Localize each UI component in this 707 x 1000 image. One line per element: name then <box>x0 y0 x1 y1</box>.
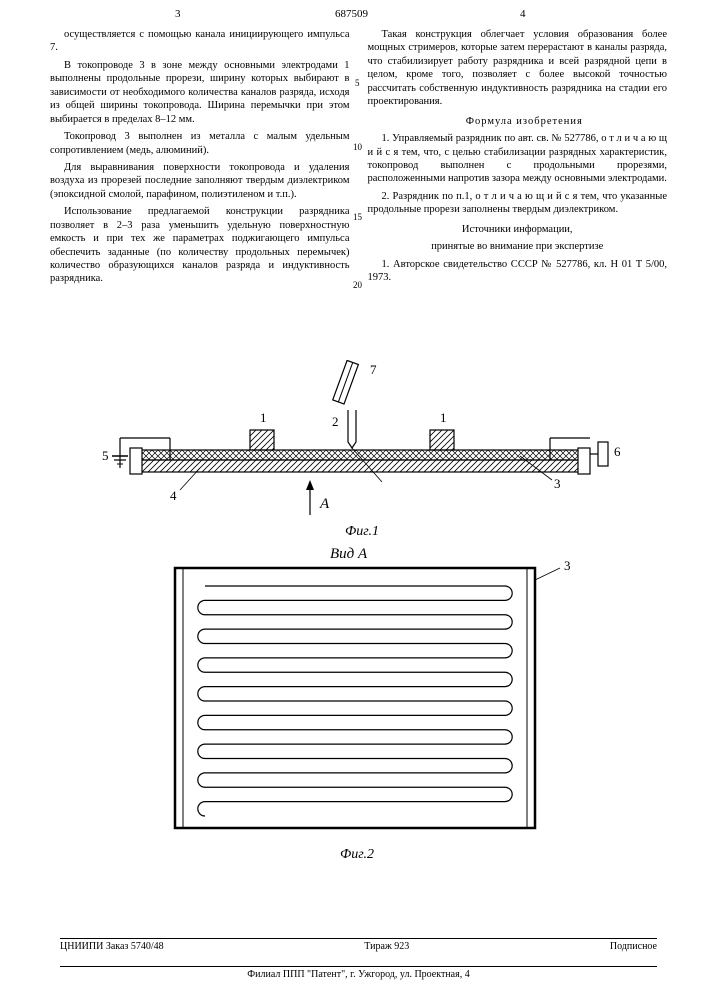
footer-sub: Подписное <box>610 941 657 952</box>
ref-6: 6 <box>614 444 621 459</box>
reference: 1. Авторское свидетельство СССР № 527786… <box>368 258 668 285</box>
paragraph: Токопровод 3 выполнен из металла с малым… <box>50 130 350 157</box>
ref-7: 7 <box>370 362 377 377</box>
text-body: осуществляется с помощью канала иницииру… <box>50 28 667 290</box>
paragraph: Для выравнивания поверхности токопровода… <box>50 161 350 201</box>
claims-heading: Формула изобретения <box>368 115 668 128</box>
claim: 2. Разрядник по п.1, о т л и ч а ю щ и й… <box>368 190 668 217</box>
view-label-A: А <box>319 496 330 512</box>
paragraph: осуществляется с помощью канала иницииру… <box>50 28 350 55</box>
ref-1b: 1 <box>440 410 447 425</box>
claim: 1. Управляемый разрядник по авт. св. № 5… <box>368 132 668 186</box>
footer-imprint: ЦНИИПИ Заказ 5740/48 Тираж 923 Подписное <box>60 938 657 952</box>
sources-heading: Источники информации, <box>368 223 668 236</box>
footer-order: ЦНИИПИ Заказ 5740/48 <box>60 941 164 952</box>
fig2-title: Вид А <box>330 546 368 562</box>
footer-tirage: Тираж 923 <box>364 941 409 952</box>
ref-2: 2 <box>332 414 339 429</box>
ref-3-fig2: 3 <box>564 558 571 573</box>
document-number: 687509 <box>335 8 368 20</box>
ref-5: 5 <box>102 448 109 463</box>
page-number-right: 4 <box>520 8 526 20</box>
footer-address: Филиал ППП "Патент", г. Ужгород, ул. Про… <box>60 966 657 980</box>
ref-3: 3 <box>554 476 561 491</box>
figure-1: 7 1 1 2 5 6 3 4 <box>50 360 660 540</box>
figure-2: Вид А 3 Фиг.2 <box>50 540 660 870</box>
left-column: осуществляется с помощью канала иницииру… <box>50 28 350 290</box>
paragraph: Использование предлагаемой конструкции р… <box>50 205 350 286</box>
paragraph: Такая конструкция облегчает условия обра… <box>368 28 668 109</box>
fig2-label: Фиг.2 <box>340 847 374 862</box>
ref-4: 4 <box>170 488 177 503</box>
paragraph: В токопроводе 3 в зоне между основными э… <box>50 59 350 126</box>
figures-area: 7 1 1 2 5 6 3 4 <box>50 360 660 870</box>
page-number-left: 3 <box>175 8 181 20</box>
sources-subheading: принятые во внимание при экспертизе <box>368 240 668 253</box>
right-column: Такая конструкция облегчает условия обра… <box>368 28 668 290</box>
ref-1: 1 <box>260 410 267 425</box>
fig1-label: Фиг.1 <box>345 524 379 539</box>
